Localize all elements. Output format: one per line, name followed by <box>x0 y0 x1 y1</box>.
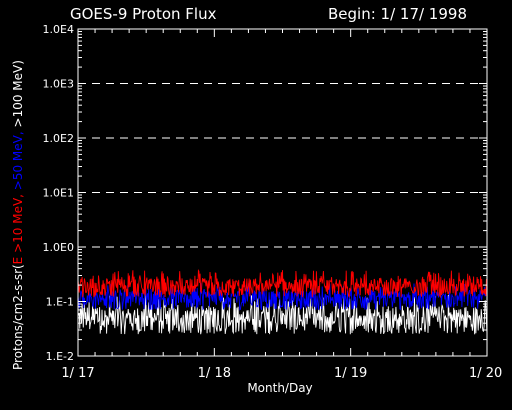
series-line-50-mev <box>77 282 488 311</box>
y-axis-label-part: E >10 MeV, <box>11 194 25 264</box>
y-tick-label: 1.0E4 <box>43 23 74 36</box>
y-tick-label: 1.0E0 <box>43 241 74 254</box>
y-tick-label: 1.E-2 <box>46 350 74 363</box>
y-axis-label: Protons/cm2-s-sr(E >10 MeV, >50 MeV, >10… <box>11 60 25 370</box>
y-tick-label: 1.0E2 <box>43 132 74 145</box>
y-tick-labels: 1.E-2 1.E-1 1.0E0 1.0E1 1.0E2 1.0E3 1.0E4 <box>43 23 74 363</box>
y-axis-label-part: ) <box>11 60 25 65</box>
series-line-100-mev <box>77 294 488 335</box>
gridlines <box>78 83 487 248</box>
series-line-e-10-mev <box>77 269 488 299</box>
series-group <box>77 269 488 335</box>
axes <box>77 28 488 357</box>
y-axis-label-part: >50 MeV, <box>11 131 25 194</box>
x-tick-label: 1/ 20 <box>469 366 502 381</box>
chart-title: GOES-9 Proton Flux <box>70 5 217 23</box>
y-tick-label: 1.0E1 <box>43 187 74 200</box>
x-tick-label: 1/ 19 <box>334 366 367 381</box>
x-axis-label: Month/Day <box>247 381 312 395</box>
x-tick-label: 1/ 18 <box>198 366 231 381</box>
x-tick-label: 1/ 17 <box>61 366 94 381</box>
y-tick-label: 1.E-1 <box>46 296 74 309</box>
x-tick-labels: 1/ 17 1/ 18 1/ 19 1/ 20 <box>61 366 502 381</box>
y-axis-label-part: >100 MeV <box>11 64 25 131</box>
chart-begin-date: Begin: 1/ 17/ 1998 <box>328 5 467 23</box>
y-axis-label-part: Protons/cm2-s-sr( <box>11 264 25 370</box>
y-tick-label: 1.0E3 <box>43 78 74 91</box>
